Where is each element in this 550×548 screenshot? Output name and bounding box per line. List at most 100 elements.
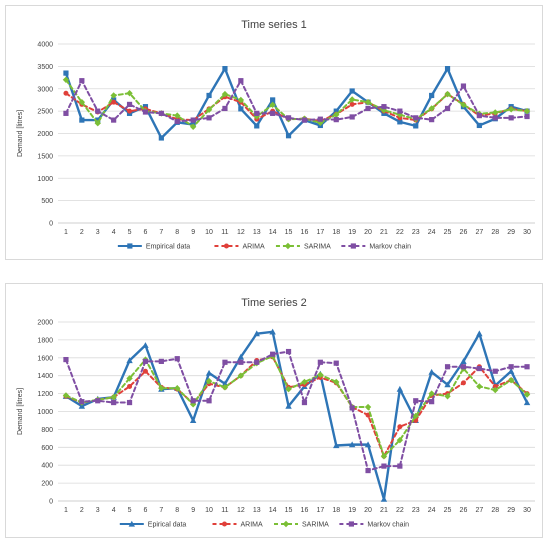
data-point-epirical-data <box>142 342 149 348</box>
x-tick-label: 2 <box>80 229 84 236</box>
x-tick-label: 6 <box>143 507 147 514</box>
chart-panel-time-series-1: Time series 1 0 500 1000 1500 2000 2500 3000 350… <box>5 5 543 260</box>
x-tick-label: 8 <box>175 229 179 236</box>
data-point-empirical-data <box>397 119 403 125</box>
x-tick-label: 1 <box>64 229 68 236</box>
y-tick-label: 200 <box>41 481 53 488</box>
data-point-sarima <box>444 393 451 400</box>
data-point-sarima <box>205 377 213 385</box>
data-point-epirical-data <box>364 441 372 448</box>
y-tick-label: 1200 <box>37 391 53 398</box>
data-point-sarima <box>301 378 308 386</box>
y-tick-label: 500 <box>41 198 53 205</box>
x-tick-label: 20 <box>364 229 372 236</box>
x-tick-label: 16 <box>301 507 309 514</box>
data-point-empirical-data <box>254 123 260 129</box>
data-point-arima <box>460 380 466 386</box>
data-point-markov-chain <box>79 399 85 405</box>
data-point-epirical-data <box>428 368 435 375</box>
data-point-markov-chain <box>126 101 133 108</box>
x-tick-label: 14 <box>269 229 277 236</box>
data-point-arima <box>111 99 117 105</box>
legend-marker <box>284 242 292 250</box>
series-line-markov-chain <box>64 79 529 123</box>
y-tick-label: 800 <box>41 427 53 434</box>
data-point-empirical-data <box>413 123 419 129</box>
y-tick-label: 2500 <box>37 109 53 116</box>
x-tick-label: 12 <box>237 507 245 514</box>
data-point-markov-chain <box>285 348 292 355</box>
data-point-epirical-data <box>523 399 531 406</box>
data-point-sarima <box>110 92 117 99</box>
data-point-sarima <box>333 378 340 386</box>
data-point-markov-chain <box>63 356 69 363</box>
x-tick-label: 27 <box>475 229 483 236</box>
data-point-markov-chain <box>429 399 435 405</box>
legend-marker <box>127 243 133 249</box>
data-point-markov-chain <box>317 359 323 365</box>
data-point-sarima <box>364 403 372 411</box>
x-tick-label: 6 <box>143 229 147 236</box>
data-point-markov-chain <box>508 115 514 121</box>
x-tick-label: 12 <box>237 229 245 236</box>
data-point-sarima <box>158 385 165 392</box>
data-point-markov-chain <box>413 115 419 121</box>
data-point-markov-chain <box>333 117 339 123</box>
data-point-sarima <box>221 90 229 98</box>
x-tick-label: 29 <box>507 229 515 236</box>
data-point-sarima <box>507 376 515 384</box>
data-point-markov-chain <box>460 364 467 370</box>
data-point-markov-chain <box>142 109 149 115</box>
data-point-sarima <box>476 383 483 390</box>
data-point-markov-chain <box>524 113 530 120</box>
data-point-empirical-data <box>333 108 339 114</box>
data-point-markov-chain <box>111 117 117 123</box>
x-tick-label: 10 <box>205 507 213 514</box>
data-point-sarima <box>174 385 181 392</box>
x-tick-label: 21 <box>380 507 388 514</box>
data-point-markov-chain <box>365 467 371 474</box>
x-tick-label: 9 <box>191 507 195 514</box>
legend-item-arima: ARIMA <box>214 243 265 251</box>
legend-item-sarima: SARIMA <box>275 242 331 251</box>
data-point-empirical-data <box>222 66 228 72</box>
x-tick-label: 11 <box>221 507 228 514</box>
x-tick-label: 10 <box>205 229 213 236</box>
data-point-markov-chain <box>381 104 387 110</box>
data-point-sarima <box>492 109 499 116</box>
x-tick-label: 18 <box>332 507 340 514</box>
x-tick-label: 28 <box>491 229 499 236</box>
data-point-markov-chain <box>174 356 180 362</box>
x-tick-label: 9 <box>191 229 195 236</box>
x-tick-label: 25 <box>444 229 452 236</box>
x-tick-label: 8 <box>175 507 179 514</box>
data-point-sarima <box>380 453 388 460</box>
data-point-markov-chain <box>174 118 180 125</box>
data-point-epirical-data <box>285 402 292 409</box>
x-tick-label: 19 <box>348 229 356 236</box>
data-point-empirical-data <box>349 88 355 94</box>
y-tick-label: 600 <box>41 445 53 452</box>
data-point-markov-chain <box>492 368 498 374</box>
data-point-sarima <box>110 393 117 401</box>
data-point-markov-chain <box>444 364 451 370</box>
x-tick-label: 23 <box>412 229 420 236</box>
data-point-markov-chain <box>413 398 419 404</box>
data-point-markov-chain <box>476 113 482 119</box>
y-axis-title: Demand [litres] <box>17 388 24 435</box>
legend-label: SARIMA <box>304 244 331 251</box>
data-point-markov-chain <box>397 108 403 114</box>
legend-marker <box>282 520 290 528</box>
x-tick-label: 18 <box>332 229 340 236</box>
data-point-markov-chain <box>142 358 149 364</box>
data-point-epirical-data <box>333 442 340 449</box>
x-tick-label: 5 <box>128 229 132 236</box>
data-point-sarima <box>428 390 435 397</box>
x-tick-label: 4 <box>112 229 116 236</box>
data-point-markov-chain <box>301 399 308 406</box>
data-point-empirical-data <box>476 122 482 129</box>
legend-marker <box>223 243 229 249</box>
data-point-sarima <box>364 98 372 106</box>
x-tick-label: 30 <box>523 229 531 236</box>
series-line-epirical-data <box>64 330 529 501</box>
